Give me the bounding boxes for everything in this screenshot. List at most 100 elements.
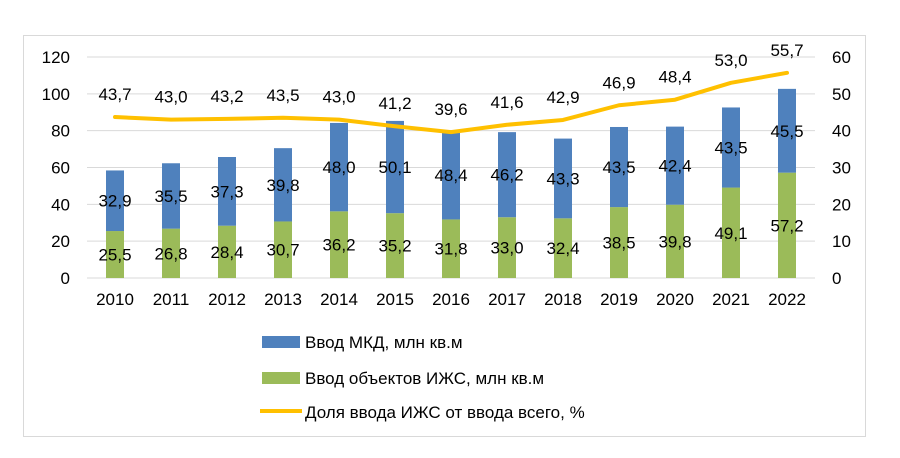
x-tick-label: 2011: [153, 290, 190, 309]
x-tick-label: 2015: [376, 290, 414, 309]
bar-izhs: [498, 217, 516, 278]
data-label-share: 41,6: [490, 93, 523, 112]
data-label-izhs: 35,2: [378, 237, 411, 256]
y-left-tick-label: 80: [51, 122, 70, 141]
bar-mkd: [610, 126, 628, 208]
data-label-share: 43,0: [322, 88, 355, 107]
y-right-tick-label: 40: [832, 122, 851, 141]
bar-mkd: [162, 163, 180, 229]
data-label-mkd: 43,3: [546, 169, 579, 188]
data-label-izhs: 33,0: [490, 239, 523, 258]
data-label-izhs: 28,4: [210, 243, 243, 262]
data-label-mkd: 32,9: [98, 192, 131, 211]
bar-izhs: [778, 172, 796, 278]
share-line: [113, 70, 789, 135]
y-left-tick-label: 100: [42, 85, 70, 104]
x-tick-label: 2022: [768, 290, 806, 309]
data-label-izhs: 25,5: [98, 246, 131, 265]
bars: [106, 88, 796, 278]
data-label-izhs: 32,4: [546, 239, 579, 258]
bar-mkd: [330, 122, 348, 212]
bar-izhs: [274, 221, 292, 278]
y-right-tick-label: 0: [832, 269, 841, 288]
x-tick-label: 2014: [320, 290, 358, 309]
data-label-mkd: 39,8: [266, 176, 299, 195]
data-label-mkd: 43,5: [602, 158, 635, 177]
bar-izhs: [386, 213, 404, 278]
y-left-tick-label: 60: [51, 159, 70, 178]
legend: Ввод МКД, млн кв.м Ввод объектов ИЖС, мл…: [260, 333, 585, 422]
bar-mkd: [778, 88, 796, 173]
data-label-izhs: 26,8: [154, 244, 187, 263]
x-tick-label: 2010: [96, 290, 134, 309]
y-left-tick-label: 0: [61, 269, 70, 288]
y-left-tick-label: 40: [51, 195, 70, 214]
data-label-share: 53,0: [714, 51, 747, 70]
bar-mkd: [106, 170, 124, 232]
data-label-izhs: 49,1: [714, 224, 747, 243]
legend-swatch-izhs: [262, 372, 300, 384]
data-label-izhs: 57,2: [770, 216, 803, 235]
data-label-share: 41,2: [378, 94, 411, 113]
bar-izhs: [330, 211, 348, 278]
data-label-share: 39,6: [434, 100, 467, 119]
data-label-mkd: 48,0: [322, 158, 355, 177]
data-label-mkd: 43,5: [714, 139, 747, 158]
bar-izhs: [106, 231, 124, 278]
data-label-share: 43,7: [98, 85, 131, 104]
bar-izhs: [722, 187, 740, 278]
data-label-mkd: 42,4: [658, 157, 691, 176]
data-label-mkd: 35,5: [154, 187, 187, 206]
data-label-mkd: 48,4: [434, 166, 467, 185]
y-left-tick-label: 120: [42, 48, 70, 67]
bar-mkd: [722, 107, 740, 188]
data-label-izhs: 38,5: [602, 234, 635, 253]
legend-label-mkd: Ввод МКД, млн кв.м: [305, 333, 463, 352]
bar-izhs: [162, 228, 180, 278]
data-label-share: 43,2: [210, 87, 243, 106]
x-tick-label: 2013: [264, 290, 302, 309]
axes: 0 20 40 60 80 100 120 0 10 20 30 40 50 60 2010 2011 2012…: [42, 48, 851, 309]
x-tick-label: 2017: [488, 290, 526, 309]
data-label-izhs: 36,2: [322, 236, 355, 255]
x-tick-label: 2016: [432, 290, 470, 309]
y-right-tick-label: 50: [832, 85, 851, 104]
data-label-izhs: 39,8: [658, 232, 691, 251]
bar-mkd: [554, 138, 572, 219]
data-label-share: 55,7: [770, 41, 803, 60]
bar-mkd: [442, 130, 460, 220]
data-label-mkd: 50,1: [378, 158, 411, 177]
bar-mkd: [666, 126, 684, 205]
bar-izhs: [218, 225, 236, 278]
bar-mkd: [218, 157, 236, 226]
data-label-share: 48,4: [658, 68, 691, 87]
data-label-izhs: 30,7: [266, 241, 299, 260]
bar-izhs: [554, 218, 572, 278]
y-right-tick-label: 10: [832, 232, 851, 251]
data-label-share: 46,9: [602, 73, 635, 92]
data-label-share: 43,0: [154, 88, 187, 107]
data-label-share: 42,9: [546, 88, 579, 107]
legend-swatch-mkd: [262, 336, 300, 348]
x-tick-label: 2020: [656, 290, 694, 309]
data-label-mkd: 37,3: [210, 182, 243, 201]
bar-izhs: [666, 204, 684, 278]
bar-mkd: [386, 120, 404, 214]
legend-label-izhs: Ввод объектов ИЖС, млн кв.м: [305, 369, 544, 388]
bar-mkd: [274, 148, 292, 222]
bar-mkd: [498, 132, 516, 218]
y-right-tick-label: 60: [832, 48, 851, 67]
x-tick-label: 2019: [600, 290, 638, 309]
y-right-tick-label: 20: [832, 195, 851, 214]
y-right-tick-label: 30: [832, 159, 851, 178]
data-label-share: 43,5: [266, 86, 299, 105]
bar-izhs: [610, 207, 628, 278]
x-tick-label: 2018: [544, 290, 582, 309]
data-labels: 25,5 26,8 28,4 30,7 36,2 35,2 31,8 33,0 32,4 38,5…: [98, 41, 803, 265]
x-tick-label: 2012: [208, 290, 246, 309]
data-label-izhs: 31,8: [434, 240, 467, 259]
y-left-tick-label: 20: [51, 232, 70, 251]
data-label-mkd: 46,2: [490, 166, 523, 185]
bar-izhs: [442, 219, 460, 278]
